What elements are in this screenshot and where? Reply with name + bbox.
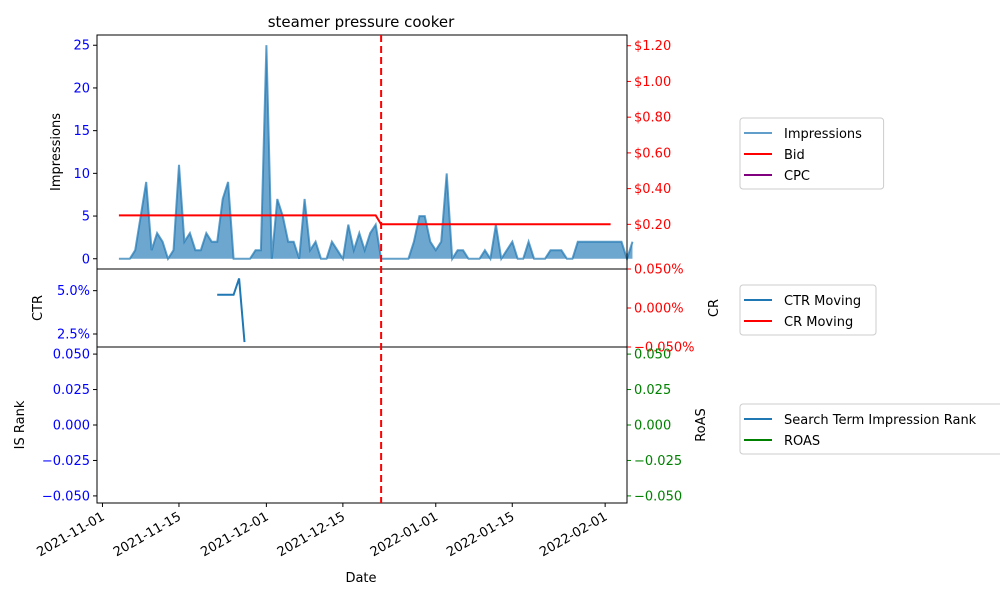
x-tick-label: 2021-11-15 xyxy=(111,509,184,560)
legend-label: CTR Moving xyxy=(784,294,861,309)
rank-y-label: IS Rank xyxy=(13,400,28,449)
ctr-y-tick-label: 5.0% xyxy=(57,284,90,299)
roas-y-label: RoAS xyxy=(694,408,709,442)
bid-y-tick-label: $0.80 xyxy=(634,111,671,126)
legend-top: Impressions Bid CPC xyxy=(739,117,885,190)
rank-y-tick-label: 0.025 xyxy=(53,383,90,398)
legend-label: CPC xyxy=(784,169,810,184)
panel-frame xyxy=(96,346,628,504)
legend-label: Bid xyxy=(784,148,805,163)
x-tick-label: 2022-01-01 xyxy=(368,509,441,560)
legend-middle-frame xyxy=(739,284,877,336)
rank-y-tick-label: 0.050 xyxy=(53,348,90,363)
legend-label: ROAS xyxy=(784,434,820,449)
legend-bottom-frame xyxy=(739,403,1000,455)
legend-top-frame xyxy=(739,117,885,190)
cr-y-label: CR xyxy=(707,299,722,317)
panel-frame xyxy=(96,268,628,348)
chart-title: steamer pressure cooker xyxy=(268,13,455,31)
ctr-y-label: CTR xyxy=(31,295,46,321)
rank-y-tick-label: −0.050 xyxy=(42,489,90,504)
rank-y-tick-label: 0.000 xyxy=(53,419,90,434)
rank-y-tick-label: −0.025 xyxy=(42,454,90,469)
impressions-y-tick-label: 25 xyxy=(73,39,90,54)
impressions-y-tick-label: 15 xyxy=(73,124,90,139)
x-tick-label: 2021-12-01 xyxy=(198,509,271,560)
x-tick-label: 2022-01-15 xyxy=(444,509,517,560)
legend-bottom: Search Term Impression Rank ROAS xyxy=(739,403,1000,455)
impressions-y-tick-label: 5 xyxy=(82,210,90,225)
roas-y-tick-label: 0.050 xyxy=(634,348,671,363)
legend-label: CR Moving xyxy=(784,315,853,330)
bid-line xyxy=(118,214,611,226)
cr-y-tick-label: 0.000% xyxy=(634,302,684,317)
roas-y-tick-label: −0.025 xyxy=(634,454,682,469)
impressions-y-tick-label: 0 xyxy=(82,252,90,267)
ctr-y-tick-label: 2.5% xyxy=(57,328,90,343)
x-tick-label: 2021-12-15 xyxy=(275,509,348,560)
bid-y-tick-label: $1.00 xyxy=(634,75,671,90)
bid-y-tick-label: $1.20 xyxy=(634,39,671,54)
cr-y-tick-label: −0.050% xyxy=(634,341,694,356)
impressions-y-label: Impressions xyxy=(49,113,64,191)
roas-y-tick-label: 0.025 xyxy=(634,383,671,398)
x-tick-label: 2022-02-01 xyxy=(537,509,610,560)
impressions-y-tick-label: 20 xyxy=(73,81,90,96)
bid-y-tick-label: $0.40 xyxy=(634,182,671,197)
impressions-line xyxy=(118,45,634,263)
bid-y-tick-label: $0.20 xyxy=(634,218,671,233)
x-tick-label: 2021-11-01 xyxy=(35,509,108,560)
roas-y-tick-label: 0.000 xyxy=(634,419,671,434)
x-axis-label: Date xyxy=(345,571,376,586)
ctr-moving-line xyxy=(217,278,246,343)
legend-label: Search Term Impression Rank xyxy=(784,413,977,428)
bid-y-tick-label: $0.60 xyxy=(634,146,671,161)
cr-y-tick-label: 0.050% xyxy=(634,263,684,278)
legend-label: Impressions xyxy=(784,127,862,142)
impressions-y-tick-label: 10 xyxy=(73,167,90,182)
legend-middle: CTR Moving CR Moving xyxy=(739,284,877,336)
roas-y-tick-label: −0.050 xyxy=(634,489,682,504)
